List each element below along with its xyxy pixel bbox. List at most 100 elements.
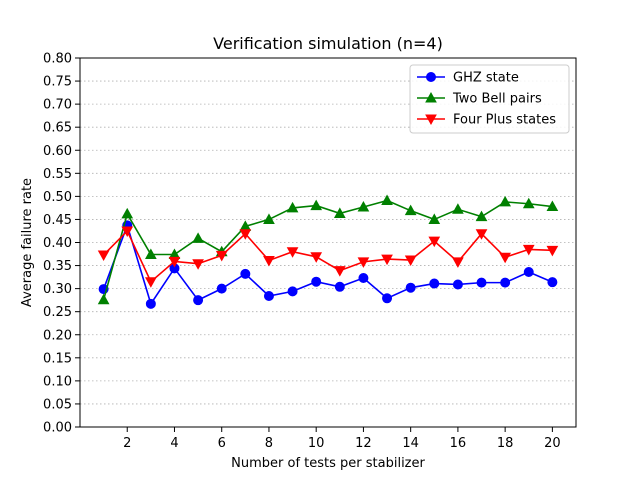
data-point bbox=[263, 255, 275, 267]
data-point bbox=[499, 252, 511, 264]
data-point bbox=[429, 278, 440, 289]
data-point bbox=[357, 200, 370, 212]
y-tick-label: 0.40 bbox=[43, 236, 72, 251]
data-point bbox=[546, 245, 559, 257]
data-point bbox=[168, 256, 181, 268]
y-tick-label: 0.65 bbox=[43, 121, 72, 136]
data-point bbox=[121, 226, 134, 237]
x-tick-label: 8 bbox=[265, 436, 273, 451]
data-point bbox=[145, 298, 156, 309]
x-tick-label: 14 bbox=[402, 436, 419, 451]
data-point bbox=[428, 213, 441, 224]
data-point bbox=[286, 247, 299, 258]
data-point bbox=[333, 207, 346, 218]
x-tick-label: 12 bbox=[355, 436, 372, 451]
data-point bbox=[311, 276, 322, 287]
data-point bbox=[310, 252, 323, 263]
data-point bbox=[286, 201, 299, 213]
data-point bbox=[452, 257, 464, 268]
data-point bbox=[452, 279, 463, 290]
x-tick-label: 2 bbox=[123, 436, 131, 451]
series-ghz-state bbox=[98, 220, 558, 309]
legend-label: GHZ state bbox=[453, 71, 519, 86]
data-point bbox=[546, 200, 559, 212]
y-axis-ticks: 0.00 0.05 0.10 0.15 0.20 0.25 0.30 0.35 0.40 0.45… bbox=[43, 52, 80, 436]
data-point bbox=[475, 229, 488, 240]
data-point bbox=[310, 199, 323, 211]
data-point bbox=[357, 257, 370, 268]
data-point bbox=[263, 213, 275, 224]
x-axis-ticks: 2 4 6 8 10 12 14 16 18 20 bbox=[123, 427, 561, 451]
x-tick-label: 20 bbox=[544, 436, 561, 451]
x-tick-label: 16 bbox=[450, 436, 467, 451]
data-point bbox=[500, 277, 511, 288]
legend-marker bbox=[425, 91, 437, 103]
data-point bbox=[97, 250, 110, 261]
data-point bbox=[381, 254, 393, 266]
series-line bbox=[102, 199, 553, 300]
data-point bbox=[522, 197, 535, 209]
y-tick-label: 0.60 bbox=[43, 144, 72, 159]
y-tick-label: 0.10 bbox=[43, 374, 72, 389]
x-tick-label: 4 bbox=[170, 436, 178, 451]
y-axis-label: Average failure rate bbox=[20, 178, 35, 307]
data-point bbox=[523, 267, 534, 278]
data-point bbox=[215, 250, 228, 262]
data-point bbox=[499, 195, 511, 207]
data-point bbox=[240, 268, 251, 279]
y-tick-label: 0.25 bbox=[43, 305, 72, 320]
data-point bbox=[145, 248, 157, 259]
legend-entry-two-bell-pairs: Two Bell pairs bbox=[417, 92, 542, 107]
legend-label: Two Bell pairs bbox=[452, 92, 542, 107]
data-point bbox=[452, 203, 464, 214]
x-tick-label: 18 bbox=[497, 436, 514, 451]
legend-marker bbox=[425, 114, 437, 126]
chart-title: Verification simulation (n=4) bbox=[213, 34, 443, 53]
y-tick-label: 0.20 bbox=[43, 328, 72, 343]
y-tick-label: 0.05 bbox=[43, 397, 72, 412]
y-tick-label: 0.15 bbox=[43, 351, 72, 366]
data-point bbox=[334, 281, 345, 292]
data-point bbox=[193, 295, 204, 306]
series-line bbox=[103, 229, 553, 284]
y-tick-label: 0.30 bbox=[43, 282, 72, 297]
y-tick-label: 0.50 bbox=[43, 190, 72, 205]
data-point bbox=[547, 277, 558, 288]
data-point bbox=[382, 293, 393, 304]
data-point bbox=[476, 277, 487, 288]
legend-entry-four-plus-states: Four Plus states bbox=[417, 113, 556, 128]
x-tick-label: 6 bbox=[218, 436, 226, 451]
y-tick-label: 0.80 bbox=[43, 52, 72, 67]
x-tick-label: 10 bbox=[308, 436, 325, 451]
data-point bbox=[263, 291, 274, 302]
x-axis-label: Number of tests per stabilizer bbox=[231, 456, 425, 471]
legend: GHZ state Two Bell pairs Four Plus states bbox=[409, 64, 570, 134]
y-tick-label: 0.55 bbox=[43, 167, 72, 182]
legend-marker bbox=[426, 72, 436, 82]
legend-label: Four Plus states bbox=[453, 113, 556, 128]
data-point bbox=[97, 293, 110, 305]
data-point bbox=[358, 273, 369, 284]
series-layer bbox=[97, 194, 559, 309]
data-point bbox=[428, 236, 441, 248]
y-tick-label: 0.75 bbox=[43, 75, 72, 90]
data-point bbox=[405, 282, 416, 293]
data-point bbox=[381, 194, 393, 206]
data-point bbox=[333, 266, 346, 277]
data-point bbox=[192, 232, 204, 243]
legend-entry-ghz-state: GHZ state bbox=[417, 71, 519, 86]
y-tick-label: 0.70 bbox=[43, 98, 72, 113]
data-point bbox=[404, 255, 417, 267]
data-point bbox=[145, 277, 157, 288]
y-tick-label: 0.45 bbox=[43, 213, 72, 228]
data-point bbox=[287, 286, 298, 297]
data-point bbox=[239, 229, 252, 240]
legend-box bbox=[409, 64, 570, 134]
y-tick-label: 0.35 bbox=[43, 259, 72, 274]
data-point bbox=[404, 204, 417, 216]
data-point bbox=[216, 283, 227, 294]
data-point bbox=[121, 207, 134, 219]
data-point bbox=[475, 210, 488, 222]
y-tick-label: 0.00 bbox=[43, 421, 72, 436]
